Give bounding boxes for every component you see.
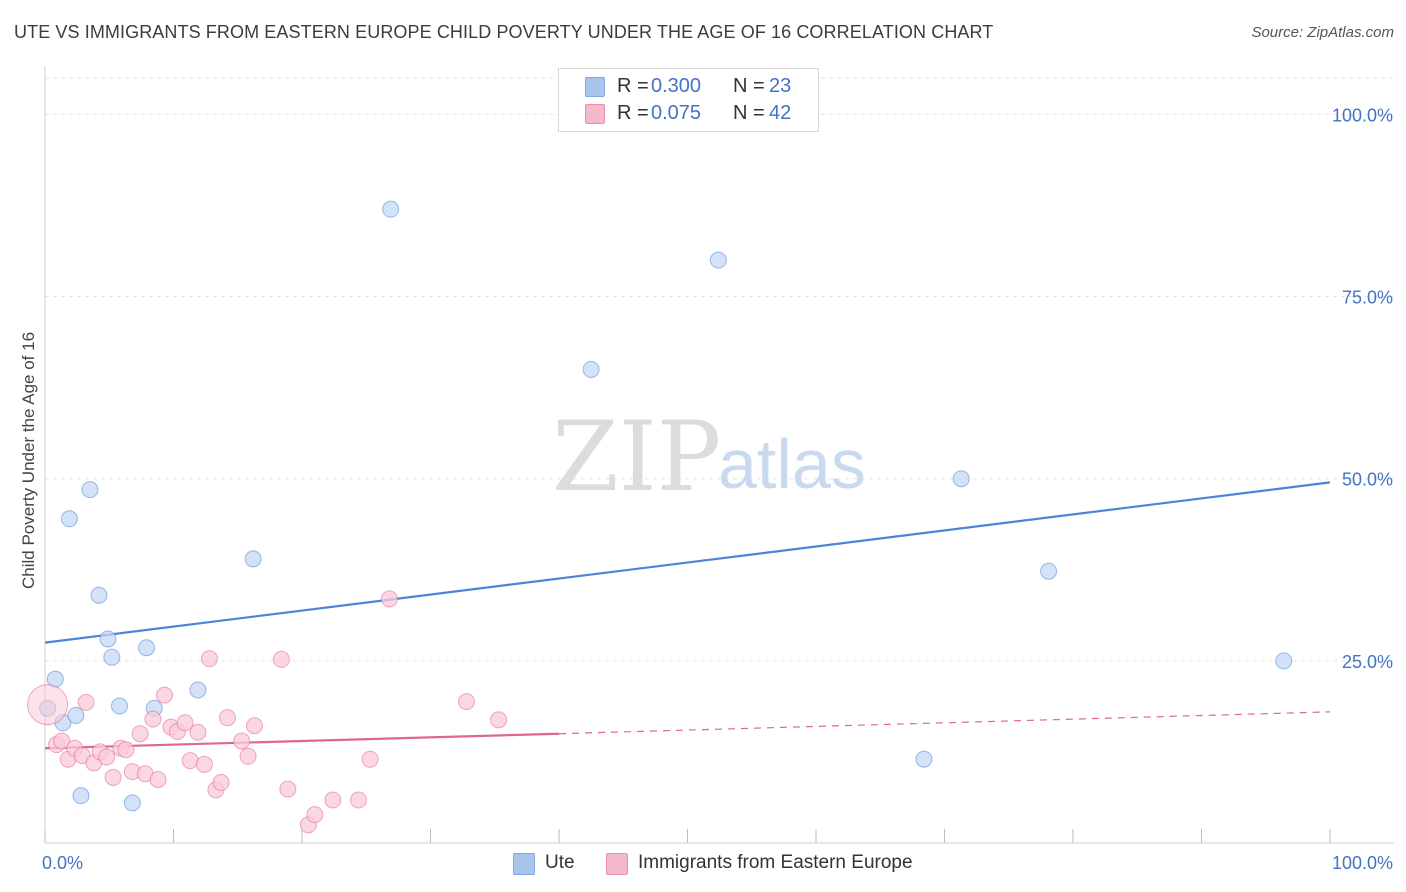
data-point-immigrants — [324, 791, 342, 809]
legend-swatch-ute — [585, 77, 605, 97]
data-point-ute — [72, 787, 90, 805]
watermark-atlas: atlas — [718, 425, 866, 503]
data-point-ute — [99, 630, 117, 648]
data-point-immigrants — [200, 650, 218, 668]
data-point-immigrants — [218, 709, 236, 727]
data-point-immigrants — [239, 747, 257, 765]
y-axis-label: Child Poverty Under the Age of 16 — [19, 332, 38, 589]
data-point-ute — [81, 481, 99, 499]
data-point-ute — [1040, 562, 1058, 580]
trend-line-dashed-1 — [558, 711, 1331, 735]
data-point-immigrants — [233, 732, 251, 750]
data-point-immigrants — [306, 806, 324, 824]
legend-r-label: R = — [617, 102, 649, 124]
legend-n-label: N = — [733, 102, 765, 124]
data-point-ute — [111, 697, 129, 715]
data-point-immigrants — [189, 723, 207, 741]
data-point-immigrants — [457, 693, 475, 711]
axes — [44, 66, 1394, 844]
bottom-legend-label-ute: Ute — [545, 852, 575, 873]
data-point-ute — [382, 200, 400, 218]
data-point-immigrants — [279, 780, 297, 798]
data-point-immigrants — [144, 710, 162, 728]
data-point-immigrants — [131, 725, 149, 743]
data-point-ute — [103, 648, 121, 666]
bottom-legend-label-immigrants: Immigrants from Eastern Europe — [638, 852, 913, 873]
data-point-immigrants — [181, 752, 199, 770]
data-point-immigrants — [53, 732, 71, 750]
x-tick-label-min: 0.0% — [42, 853, 83, 873]
data-point-immigrants — [380, 590, 398, 608]
bottom-legend-swatch-immigrants — [606, 853, 628, 875]
data-point-immigrants — [117, 741, 135, 759]
trend-line-0 — [44, 481, 1331, 644]
source-label: Source: ZipAtlas.com — [1251, 24, 1394, 41]
legend-r-value: 0.300 — [651, 75, 702, 97]
chart-title: UTE VS IMMIGRANTS FROM EASTERN EUROPE CH… — [14, 22, 994, 42]
data-point-immigrants — [77, 693, 95, 711]
data-point-ute — [67, 707, 85, 724]
data-point-ute — [60, 510, 78, 528]
data-point-immigrants — [156, 686, 174, 704]
data-point-ute — [123, 794, 141, 812]
data-point-ute — [244, 550, 262, 568]
data-point-ute — [952, 470, 970, 488]
data-point-ute — [915, 750, 933, 768]
legend-r-value: 0.075 — [651, 102, 702, 124]
data-point-ute — [189, 681, 207, 699]
y-tick-label: 50.0% — [1342, 470, 1393, 490]
tick-labels: 25.0% 50.0% 75.0% 100.0% 0.0% 100.0% — [42, 105, 1393, 873]
data-point-ute — [138, 639, 156, 657]
data-point-ute — [709, 251, 727, 269]
trend-lines — [44, 481, 1331, 750]
data-point-immigrants — [149, 771, 167, 789]
data-point-ute — [1275, 652, 1293, 670]
y-tick-label: 75.0% — [1342, 288, 1393, 308]
data-point-immigrants — [272, 650, 290, 668]
gridlines — [45, 77, 1394, 662]
data-point-immigrants — [490, 711, 508, 729]
y-tick-label: 25.0% — [1342, 652, 1393, 672]
data-point-immigrants — [27, 684, 69, 726]
legend-n-value: 23 — [769, 75, 792, 97]
data-point-immigrants — [195, 755, 213, 773]
watermark-zip: ZIP — [552, 401, 721, 513]
data-point-immigrants — [98, 748, 116, 766]
data-point-immigrants — [176, 714, 194, 732]
data-point-immigrants — [361, 750, 379, 768]
x-tick-label-max: 100.0% — [1332, 853, 1393, 873]
data-point-immigrants — [245, 717, 263, 735]
data-point-immigrants — [350, 791, 368, 809]
legend-r-label: R = — [617, 75, 649, 97]
watermark: ZIP atlas — [552, 401, 866, 513]
legend-n-value: 42 — [769, 102, 792, 124]
legend-n-label: N = — [733, 75, 765, 97]
correlation-legend: R = 0.300 N = 23 R = 0.075 N = 42 — [558, 68, 819, 132]
bottom-legend-swatch-ute — [513, 853, 535, 875]
y-tick-label: 100.0% — [1332, 105, 1393, 125]
data-point-immigrants — [212, 774, 230, 792]
data-point-ute — [90, 586, 108, 604]
legend-swatch-immigrants — [585, 104, 605, 124]
data-point-immigrants — [104, 768, 122, 786]
data-point-ute — [582, 360, 600, 378]
data-points — [27, 200, 1293, 834]
